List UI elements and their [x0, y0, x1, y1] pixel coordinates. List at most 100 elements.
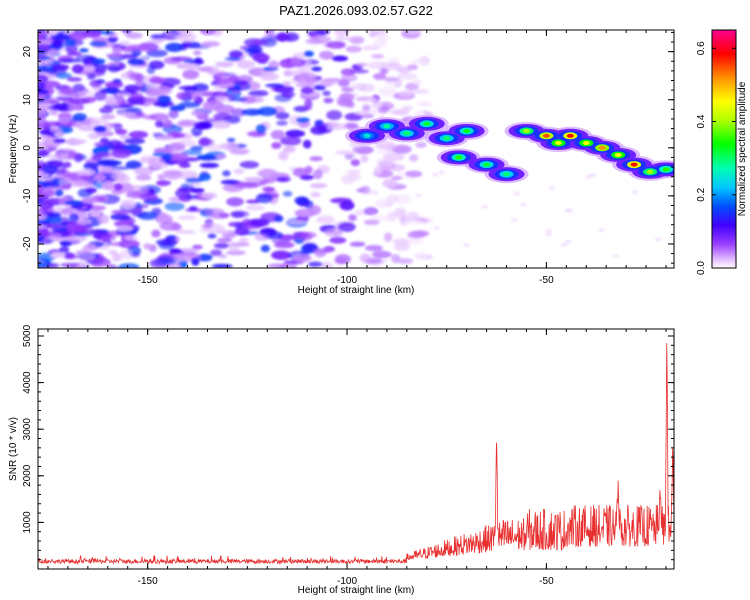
noise-blob — [216, 154, 227, 159]
noise-blob — [100, 159, 120, 167]
noise-blob — [70, 204, 84, 210]
noise-blob — [86, 73, 96, 80]
noise-blob — [322, 90, 331, 97]
noise-blob — [109, 166, 130, 171]
signal-peak — [662, 167, 670, 172]
noise-blob — [178, 162, 191, 169]
noise-blob — [127, 58, 145, 66]
noise-blob — [59, 246, 70, 253]
noise-blob — [168, 109, 179, 119]
noise-blob — [58, 58, 81, 63]
noise-blob — [38, 81, 46, 90]
noise-blob — [248, 44, 263, 54]
noise-blob — [69, 32, 87, 41]
noise-blob — [168, 142, 186, 152]
noise-blob — [41, 164, 59, 175]
noise-blob — [232, 80, 249, 86]
noise-blob — [412, 80, 422, 86]
noise-blob — [255, 124, 267, 134]
noise-blob — [364, 98, 380, 103]
noise-blob — [283, 69, 293, 77]
noise-blob — [193, 121, 214, 130]
noise-blob — [143, 97, 160, 103]
colorbar-ticks: 0.0 0.2 0.4 0.6 — [696, 41, 736, 275]
noise-blob — [283, 145, 296, 153]
noise-blob — [402, 105, 413, 111]
noise-blob — [217, 237, 233, 243]
noise-blob — [335, 150, 357, 156]
signal-peak — [554, 141, 562, 145]
noise-blob — [112, 46, 122, 55]
noise-blob — [60, 184, 72, 190]
noise-blob — [413, 251, 429, 260]
snr-series-line — [38, 343, 674, 565]
noise-blob — [363, 207, 379, 216]
noise-blob — [313, 169, 323, 180]
noise-blob — [113, 183, 123, 191]
noise-blob — [319, 50, 334, 60]
noise-blob — [120, 103, 131, 108]
noise-blob — [378, 86, 398, 97]
noise-blob — [76, 179, 85, 187]
noise-blob — [337, 79, 350, 87]
noise-blob — [271, 142, 282, 149]
y-tick-label: -10 — [22, 188, 33, 203]
noise-blob — [511, 218, 518, 222]
noise-blob — [97, 30, 115, 35]
signal-peak — [630, 162, 638, 167]
signal-peak — [566, 133, 574, 138]
noise-blob — [93, 173, 106, 182]
noise-blob — [55, 72, 72, 79]
noise-blob — [151, 229, 161, 238]
noise-blob — [271, 250, 292, 260]
noise-blob — [193, 50, 202, 56]
noise-blob — [231, 108, 246, 117]
noise-blob — [393, 207, 407, 218]
noise-blob — [371, 102, 383, 109]
noise-blob — [51, 179, 60, 187]
noise-blob — [299, 232, 313, 242]
noise-blob — [180, 63, 201, 70]
noise-blob — [185, 194, 199, 200]
noise-blob — [213, 112, 233, 121]
x-tick-label: -100 — [337, 275, 357, 286]
noise-blob — [391, 175, 403, 181]
colorbar-tick-label: 0.6 — [696, 41, 707, 55]
noise-blob — [155, 255, 176, 262]
noise-blob — [310, 191, 321, 198]
noise-blob — [68, 213, 79, 223]
y-tick-label: 2000 — [22, 464, 33, 487]
noise-blob — [101, 114, 116, 120]
noise-blob — [316, 79, 338, 86]
noise-blob — [513, 192, 520, 195]
noise-blob — [51, 39, 63, 49]
noise-blob — [238, 237, 249, 243]
noise-blob — [310, 183, 328, 189]
noise-blob — [63, 161, 72, 168]
noise-blob — [393, 66, 408, 71]
noise-blob — [49, 233, 63, 242]
noise-blob — [188, 206, 198, 211]
noise-blob — [463, 243, 470, 247]
noise-blob — [316, 30, 330, 36]
noise-blob — [278, 150, 289, 161]
noise-blob — [334, 35, 354, 41]
noise-blob — [43, 59, 54, 65]
snr-ticks: -150 -100 -50 1000 2000 3000 4000 5000 — [22, 324, 674, 587]
noise-blob — [311, 66, 322, 72]
noise-blob — [55, 188, 64, 197]
noise-blob — [612, 254, 619, 258]
noise-blob — [548, 186, 555, 190]
noise-blob — [309, 156, 323, 162]
noise-blob — [137, 211, 159, 220]
noise-blob — [307, 261, 323, 268]
noise-blob — [260, 244, 270, 253]
noise-blob — [406, 64, 418, 71]
noise-blob — [545, 233, 552, 236]
noise-blob — [391, 144, 412, 154]
noise-blob — [38, 89, 50, 95]
noise-blob — [407, 211, 419, 221]
noise-blob — [71, 64, 84, 74]
noise-blob — [39, 188, 55, 198]
noise-blob — [89, 257, 111, 267]
